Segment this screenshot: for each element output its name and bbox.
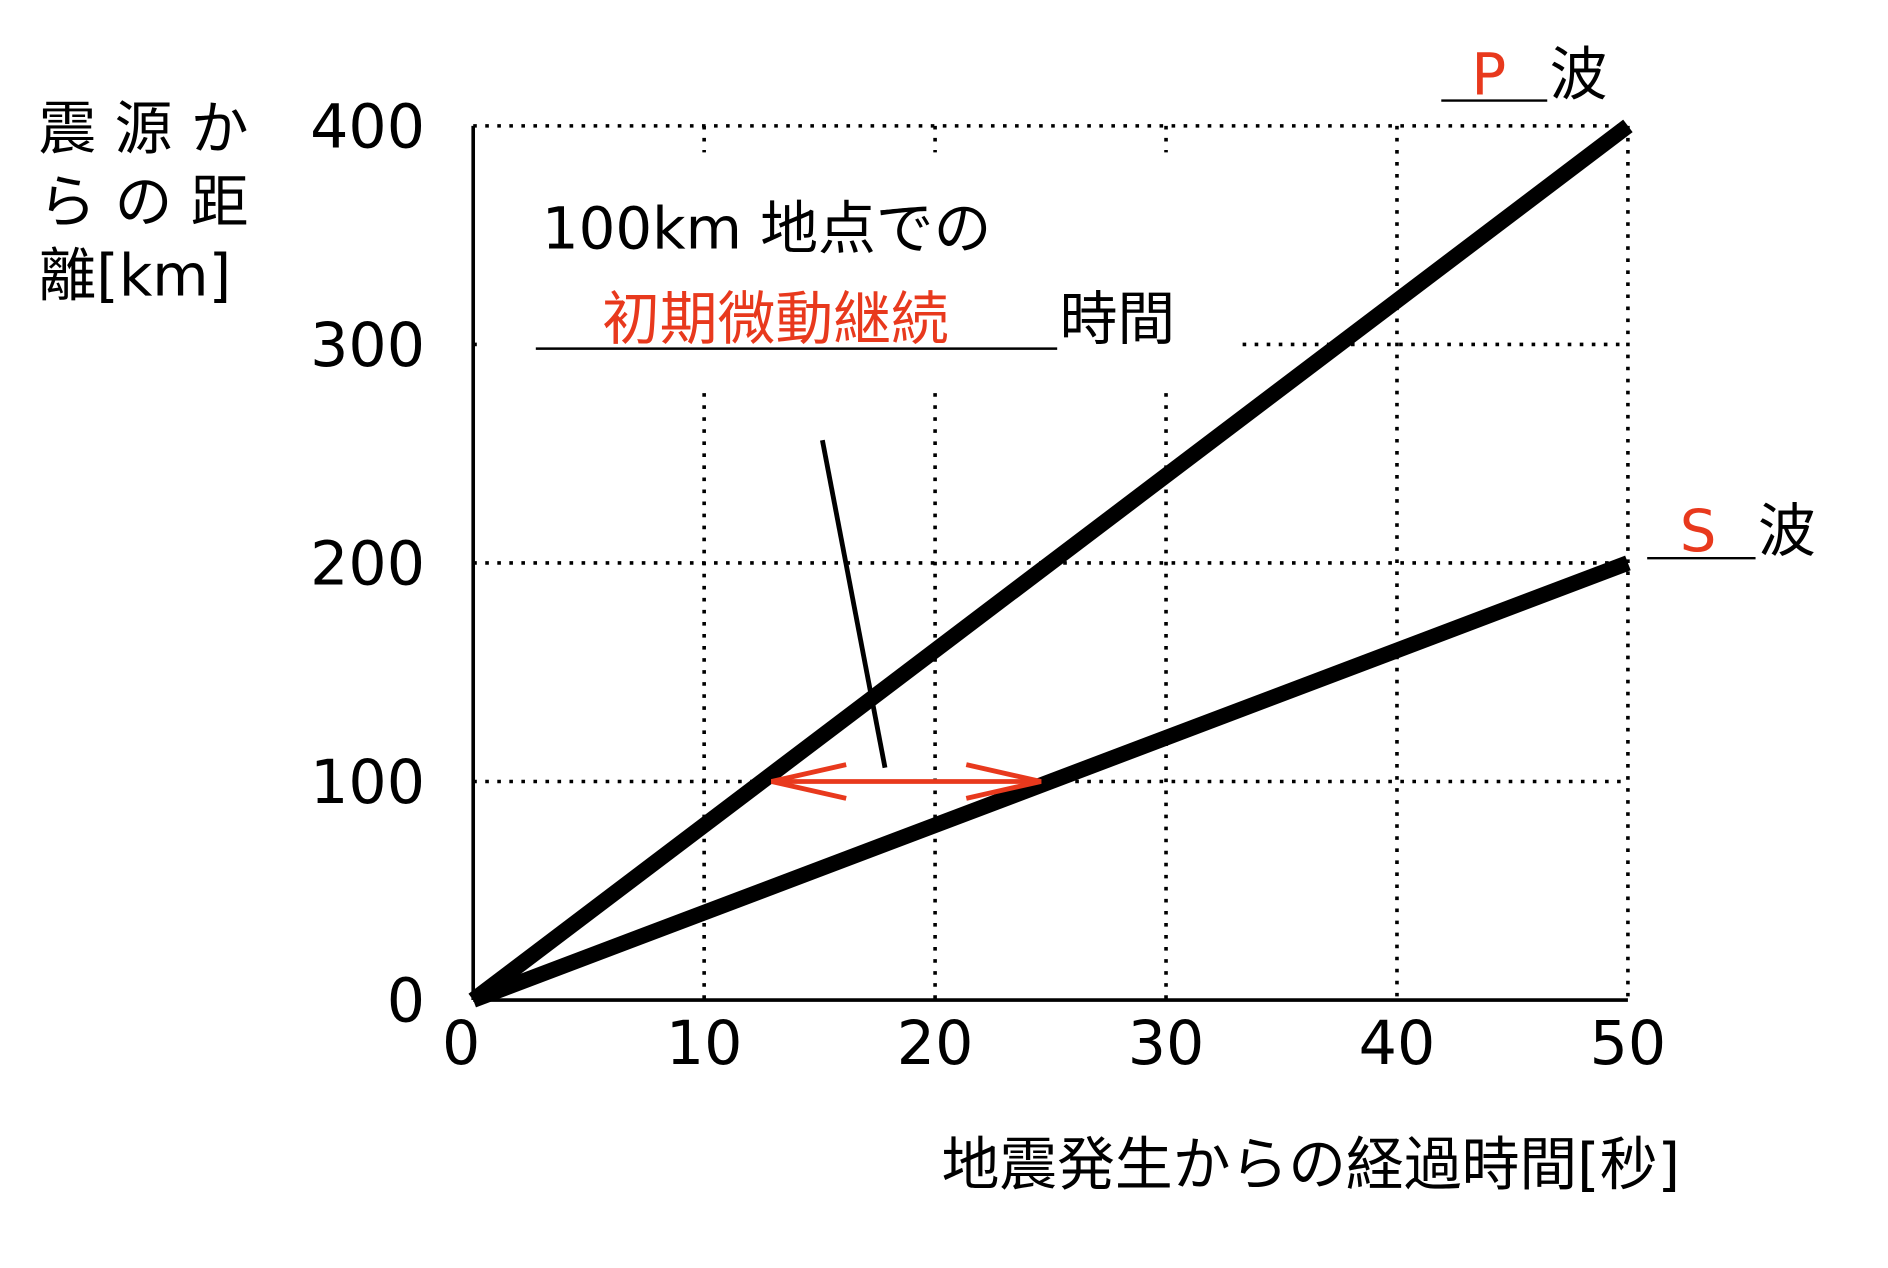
y-label-line-3: 離[km]	[39, 242, 232, 310]
annotation-suffix: 時間	[1060, 285, 1176, 353]
x-tick-label: 40	[1359, 1009, 1436, 1079]
annotation-answer: 初期微動継続	[602, 285, 949, 353]
y-tick-label: 200	[310, 530, 425, 600]
annotation: 100km 地点での 初期微動継続 時間	[535, 195, 1176, 769]
y-label-line-1: 震 源 か	[39, 95, 249, 163]
y-label-line-2: ら の 距	[39, 168, 249, 236]
x-tick-label: 30	[1128, 1009, 1205, 1079]
p-answer: P	[1471, 41, 1506, 109]
x-tick-label: 50	[1590, 1009, 1667, 1079]
y-tick-label: 300	[310, 311, 425, 381]
duration-arrow	[770, 762, 1042, 801]
y-tick-label: 0	[387, 967, 425, 1037]
arrow-head-left	[770, 762, 847, 801]
s-suffix: 波	[1758, 497, 1816, 565]
series-lines	[468, 119, 1633, 1008]
annotation-pointer-line	[820, 439, 888, 769]
tick-labels: 0 10 20 30 40 50 0 100 200 300 400	[310, 93, 1666, 1079]
axes	[471, 125, 1628, 1002]
s-wave-label: S 波	[1647, 497, 1816, 565]
y-tick-label: 400	[310, 93, 425, 163]
s-answer: S	[1680, 497, 1717, 565]
s-wave-line	[470, 555, 1631, 1008]
p-wave-label: P 波	[1441, 41, 1607, 109]
x-tick-label: 0	[442, 1009, 480, 1079]
arrow-head-right	[965, 762, 1042, 801]
y-tick-label: 100	[310, 748, 425, 818]
annotation-line-1: 100km 地点での	[542, 195, 992, 263]
p-wave-line	[468, 119, 1633, 1007]
x-axis-label: 地震発生からの経過時間[秒]	[942, 1130, 1680, 1198]
p-suffix: 波	[1550, 41, 1608, 109]
x-tick-label: 20	[897, 1009, 974, 1079]
y-axis-label: 震 源 か ら の 距 離[km]	[39, 95, 249, 310]
x-tick-label: 10	[666, 1009, 743, 1079]
